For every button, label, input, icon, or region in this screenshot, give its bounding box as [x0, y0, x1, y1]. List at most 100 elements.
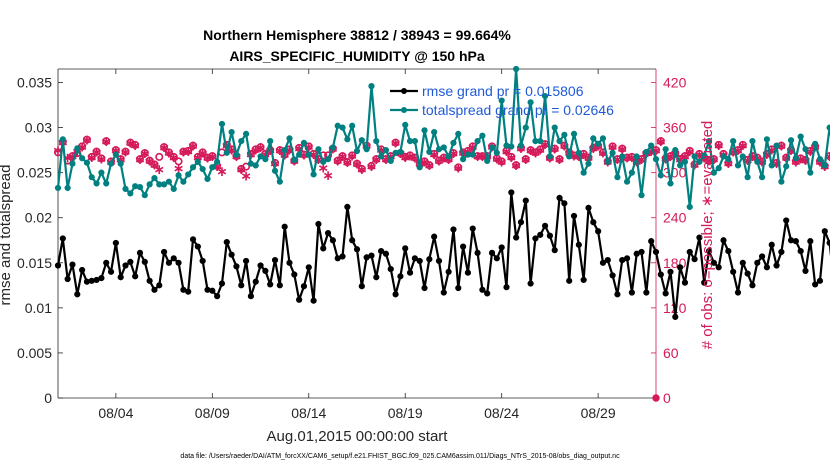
totalspread-point [479, 132, 486, 139]
totalspread-point [69, 160, 76, 167]
rmse-point [315, 220, 322, 228]
obs-evaluated-point: ∗ [554, 152, 566, 168]
obs-evaluated-point: ∗ [655, 134, 667, 150]
totalspread-point [445, 153, 452, 160]
totalspread-point [127, 190, 134, 197]
rmse-point [122, 262, 129, 269]
totalspread-point [286, 135, 293, 142]
obs-evaluated-point: ∗ [153, 162, 165, 178]
totalspread-point [281, 147, 288, 154]
rmse-point [479, 286, 486, 293]
rmse-point [242, 257, 250, 265]
totalspread-point [233, 151, 240, 158]
rmse-point [185, 288, 192, 295]
totalspread-point [595, 140, 602, 147]
y-tick-label-left: 0.03 [25, 120, 52, 136]
totalspread-point [349, 122, 356, 129]
totalspread-point [633, 153, 640, 160]
rmse-point [320, 245, 327, 252]
rmse-point [98, 275, 105, 282]
obs-possible-point [738, 140, 747, 149]
obs-evaluated-point: ∗ [732, 143, 744, 159]
rmse-point [156, 282, 163, 289]
obs-evaluated-point: ∗ [337, 149, 349, 165]
obs-evaluated-point: ∗ [173, 161, 185, 177]
totalspread-point [305, 151, 312, 158]
totalspread-point [469, 151, 476, 158]
rmse-point [64, 275, 71, 283]
totalspread-point [180, 178, 187, 185]
totalspread-point [705, 138, 713, 145]
totalspread-point [296, 151, 303, 158]
obs-evaluated-point: ∗ [187, 139, 199, 155]
obs-evaluated-point: ∗ [409, 151, 421, 167]
legend-rmse-swatch-marker [401, 88, 407, 94]
rmse-point [151, 286, 158, 293]
rmse-point [715, 264, 722, 271]
obs-evaluated-point: ∗ [742, 153, 754, 169]
totalspread-point [691, 153, 698, 160]
rmse-point [749, 282, 756, 289]
obs-evaluated-point: ∗ [385, 149, 397, 165]
obs-possible-point [425, 161, 434, 170]
obs-evaluated-point: ∗ [660, 151, 672, 167]
obs-evaluated-point: ∗ [559, 139, 571, 155]
obs-evaluated-point: ∗ [419, 154, 431, 170]
rmse-series [54, 189, 830, 320]
rmse-point [276, 282, 283, 289]
totalspread-point [103, 180, 110, 187]
totalspread-point [792, 155, 799, 162]
rmse-point [744, 270, 751, 277]
totalspread-point [508, 143, 515, 150]
rmse-point [797, 247, 804, 255]
footnote: data file: /Users/raeder/DAI/ATM_forcXX/… [180, 453, 620, 460]
totalspread-point [585, 160, 592, 167]
totalspread-point [107, 160, 115, 167]
obs-evaluated-point: ∗ [472, 149, 484, 165]
rmse-point [223, 238, 230, 246]
obs-possible-point [512, 161, 521, 170]
obs-evaluated-point: ∗ [308, 147, 320, 163]
totalspread-point [725, 156, 732, 163]
totalspread-point [450, 139, 457, 147]
totalspread-point [551, 124, 558, 131]
totalspread-point [146, 181, 153, 188]
obs-possible-point [242, 162, 251, 171]
obs-possible-point [454, 163, 463, 172]
rmse-point [450, 226, 457, 233]
obs-evaluated-point: ∗ [621, 151, 633, 167]
rmse-point [214, 293, 221, 300]
rmse-point [79, 266, 86, 274]
rmse-point [459, 243, 467, 250]
totalspread-point [291, 156, 298, 164]
totalspread-point [580, 169, 587, 176]
x-tick-label: 08/04 [98, 405, 133, 421]
rmse-point [508, 189, 515, 196]
obs-possible-point [189, 141, 198, 150]
totalspread-point [300, 139, 308, 147]
rmse-point [778, 248, 785, 256]
totalspread-point [513, 65, 520, 73]
rmse-point [595, 228, 602, 235]
obs-evaluated-point: ∗ [216, 164, 228, 180]
totalspread-point [575, 149, 582, 156]
totalspread-point [517, 142, 525, 149]
totalspread-point [614, 174, 621, 181]
rmse-point [175, 259, 182, 266]
y-tick-label-left: 0.005 [17, 345, 52, 361]
totalspread-point [503, 142, 510, 149]
rmse-point [218, 280, 226, 287]
totalspread-point [252, 162, 259, 169]
chart-title: Northern Hemisphere 38812 / 38943 = 99.6… [203, 27, 511, 43]
rmse-point [469, 225, 476, 232]
obs-evaluated-point: ∗ [616, 142, 628, 158]
totalspread-point [267, 138, 274, 145]
rmse-point [353, 246, 361, 253]
obs-evaluated-point: ∗ [313, 152, 325, 168]
totalspread-point [681, 158, 689, 165]
obs-evaluated-point: ∗ [428, 147, 440, 163]
obs-evaluated-point: ∗ [115, 152, 127, 168]
rmse-point [484, 290, 491, 297]
rmse-point [329, 237, 336, 244]
obs-evaluated-point: ∗ [530, 145, 542, 161]
